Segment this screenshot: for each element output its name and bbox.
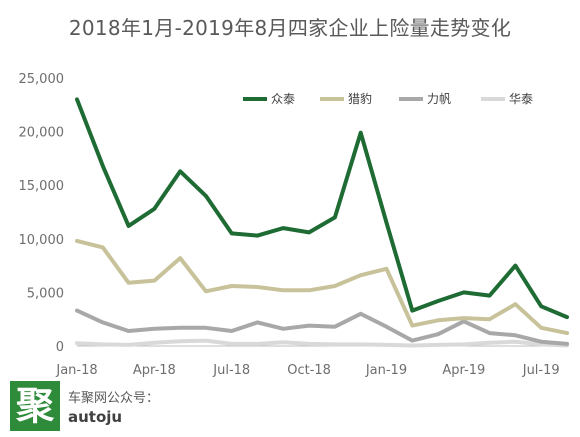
x-tick-label: Jan-18 bbox=[55, 363, 97, 378]
legend-label: 力帆 bbox=[427, 91, 451, 106]
y-tick-label: 10,000 bbox=[19, 233, 65, 248]
series-lines bbox=[75, 97, 569, 348]
chart-title: 2018年1月-2019年8月四家企业上险量走势变化 bbox=[68, 16, 512, 40]
series-line bbox=[75, 97, 569, 320]
x-tick-label: Apr-19 bbox=[442, 363, 485, 378]
y-tick-label: 25,000 bbox=[19, 72, 65, 87]
line-chart: 0 5,000 10,000 15,000 20,000 25,000 Jan-18 Apr… bbox=[19, 72, 569, 378]
source-label: 车聚网公众号： bbox=[68, 391, 160, 406]
y-tick-label: 15,000 bbox=[19, 179, 65, 194]
y-tick-label: 0 bbox=[56, 340, 64, 355]
x-tick-label: Jul-18 bbox=[212, 363, 250, 378]
series-line bbox=[75, 338, 569, 348]
x-tick-label: Oct-18 bbox=[287, 363, 331, 378]
legend: 众泰 猎豹 力帆 华泰 bbox=[243, 91, 533, 106]
x-tick-label: Apr-18 bbox=[133, 363, 176, 378]
legend-label: 众泰 bbox=[271, 92, 295, 106]
x-tick-label: Jan-19 bbox=[365, 363, 407, 378]
series-line bbox=[75, 238, 569, 336]
y-tick-label: 20,000 bbox=[19, 126, 65, 141]
y-tick-label: 5,000 bbox=[27, 286, 64, 301]
x-axis-ticks: Jan-18 Apr-18 Jul-18 Oct-18 Jan-19 Apr-19 Jul-… bbox=[55, 363, 559, 378]
y-axis-ticks: 0 5,000 10,000 15,000 20,000 25,000 bbox=[19, 72, 65, 355]
legend-label: 猎豹 bbox=[348, 91, 372, 106]
source-account: autoju bbox=[68, 408, 123, 426]
series-line bbox=[75, 308, 569, 346]
x-tick-label: Jul-19 bbox=[522, 363, 560, 378]
logo-glyph: 聚 bbox=[15, 383, 54, 428]
legend-label: 华泰 bbox=[509, 92, 533, 106]
autoju-logo: 聚 bbox=[10, 381, 60, 431]
